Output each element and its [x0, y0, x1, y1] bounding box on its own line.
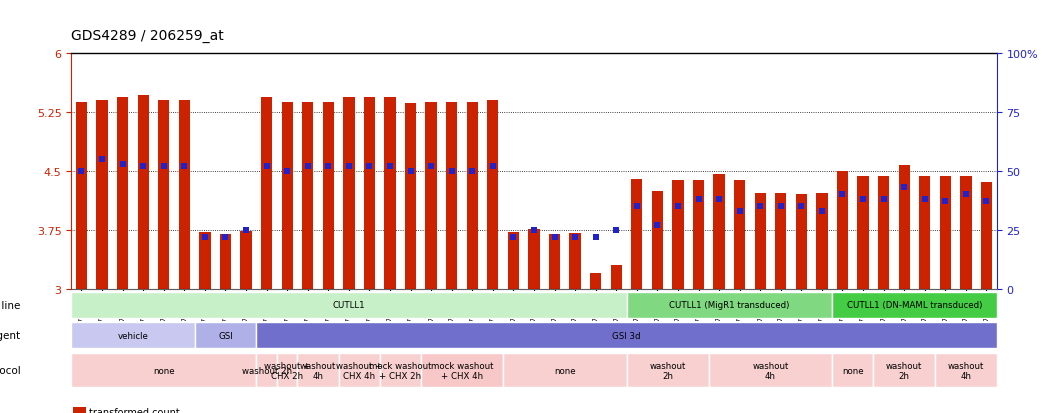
Text: CUTLL1 (DN-MAML transduced): CUTLL1 (DN-MAML transduced) — [847, 301, 982, 310]
Text: protocol: protocol — [0, 366, 20, 375]
Bar — [775, 193, 786, 289]
Text: washout +
CHX 4h: washout + CHX 4h — [336, 361, 382, 380]
Text: cell line: cell line — [0, 300, 20, 310]
Bar — [857, 176, 869, 289]
FancyBboxPatch shape — [71, 323, 195, 348]
Text: GDS4289 / 206259_at: GDS4289 / 206259_at — [71, 29, 224, 43]
Bar — [384, 97, 396, 289]
FancyBboxPatch shape — [297, 354, 338, 387]
Text: vehicle: vehicle — [117, 331, 149, 340]
Bar — [591, 273, 601, 289]
Text: washout
2h: washout 2h — [886, 361, 922, 380]
Text: mock washout
+ CHX 4h: mock washout + CHX 4h — [430, 361, 493, 380]
Bar — [241, 231, 251, 289]
Bar — [261, 97, 272, 289]
FancyBboxPatch shape — [380, 354, 421, 387]
Bar — [672, 181, 684, 289]
Bar — [322, 102, 334, 289]
FancyBboxPatch shape — [504, 354, 626, 387]
Bar — [343, 97, 355, 289]
Text: washout
4h: washout 4h — [948, 361, 984, 380]
Bar — [796, 195, 807, 289]
Bar — [981, 183, 993, 289]
Text: washout
2h: washout 2h — [649, 361, 686, 380]
FancyBboxPatch shape — [935, 354, 997, 387]
FancyBboxPatch shape — [709, 354, 832, 387]
Bar — [158, 101, 170, 289]
Text: GSI 3d: GSI 3d — [612, 331, 641, 340]
FancyBboxPatch shape — [257, 354, 276, 387]
Bar — [693, 181, 705, 289]
Bar — [734, 181, 745, 289]
Text: agent: agent — [0, 330, 20, 340]
Bar — [179, 101, 190, 289]
Text: none: none — [554, 366, 576, 375]
Text: transformed count: transformed count — [89, 407, 180, 413]
Text: mock washout
+ CHX 2h: mock washout + CHX 2h — [369, 361, 431, 380]
Bar — [755, 193, 765, 289]
Bar — [467, 103, 477, 289]
FancyBboxPatch shape — [832, 354, 873, 387]
FancyBboxPatch shape — [338, 354, 380, 387]
Bar — [837, 171, 848, 289]
Bar — [220, 234, 231, 289]
Bar — [898, 165, 910, 289]
Bar — [549, 234, 560, 289]
Bar — [817, 193, 827, 289]
Bar — [199, 233, 210, 289]
Bar — [939, 176, 951, 289]
FancyBboxPatch shape — [626, 354, 709, 387]
Bar — [405, 104, 417, 289]
Bar — [878, 176, 889, 289]
FancyBboxPatch shape — [71, 292, 626, 318]
Bar — [919, 176, 931, 289]
FancyBboxPatch shape — [257, 323, 997, 348]
Bar — [960, 176, 972, 289]
FancyBboxPatch shape — [195, 323, 257, 348]
Bar — [137, 95, 149, 289]
Bar — [96, 101, 108, 289]
FancyBboxPatch shape — [832, 292, 997, 318]
Text: washout
4h: washout 4h — [753, 361, 788, 380]
Bar — [610, 266, 622, 289]
Text: CUTLL1: CUTLL1 — [333, 301, 365, 310]
Bar — [529, 230, 539, 289]
Bar — [508, 233, 519, 289]
FancyBboxPatch shape — [71, 354, 257, 387]
FancyBboxPatch shape — [873, 354, 935, 387]
Bar — [713, 175, 725, 289]
Text: washout 2h: washout 2h — [242, 366, 292, 375]
Text: none: none — [153, 366, 175, 375]
Text: GSI: GSI — [218, 331, 232, 340]
FancyBboxPatch shape — [626, 292, 832, 318]
Bar — [425, 102, 437, 289]
Bar — [651, 192, 663, 289]
Bar — [363, 97, 375, 289]
Bar — [75, 102, 87, 289]
Text: CUTLL1 (MigR1 transduced): CUTLL1 (MigR1 transduced) — [669, 301, 789, 310]
Text: none: none — [842, 366, 864, 375]
FancyBboxPatch shape — [421, 354, 504, 387]
Bar — [282, 103, 293, 289]
Bar — [570, 233, 581, 289]
Bar — [446, 103, 458, 289]
Bar — [487, 101, 498, 289]
Text: washout
4h: washout 4h — [299, 361, 336, 380]
Bar — [631, 179, 643, 289]
Bar — [303, 102, 313, 289]
Text: washout +
CHX 2h: washout + CHX 2h — [264, 361, 310, 380]
FancyBboxPatch shape — [276, 354, 297, 387]
Bar — [117, 97, 129, 289]
